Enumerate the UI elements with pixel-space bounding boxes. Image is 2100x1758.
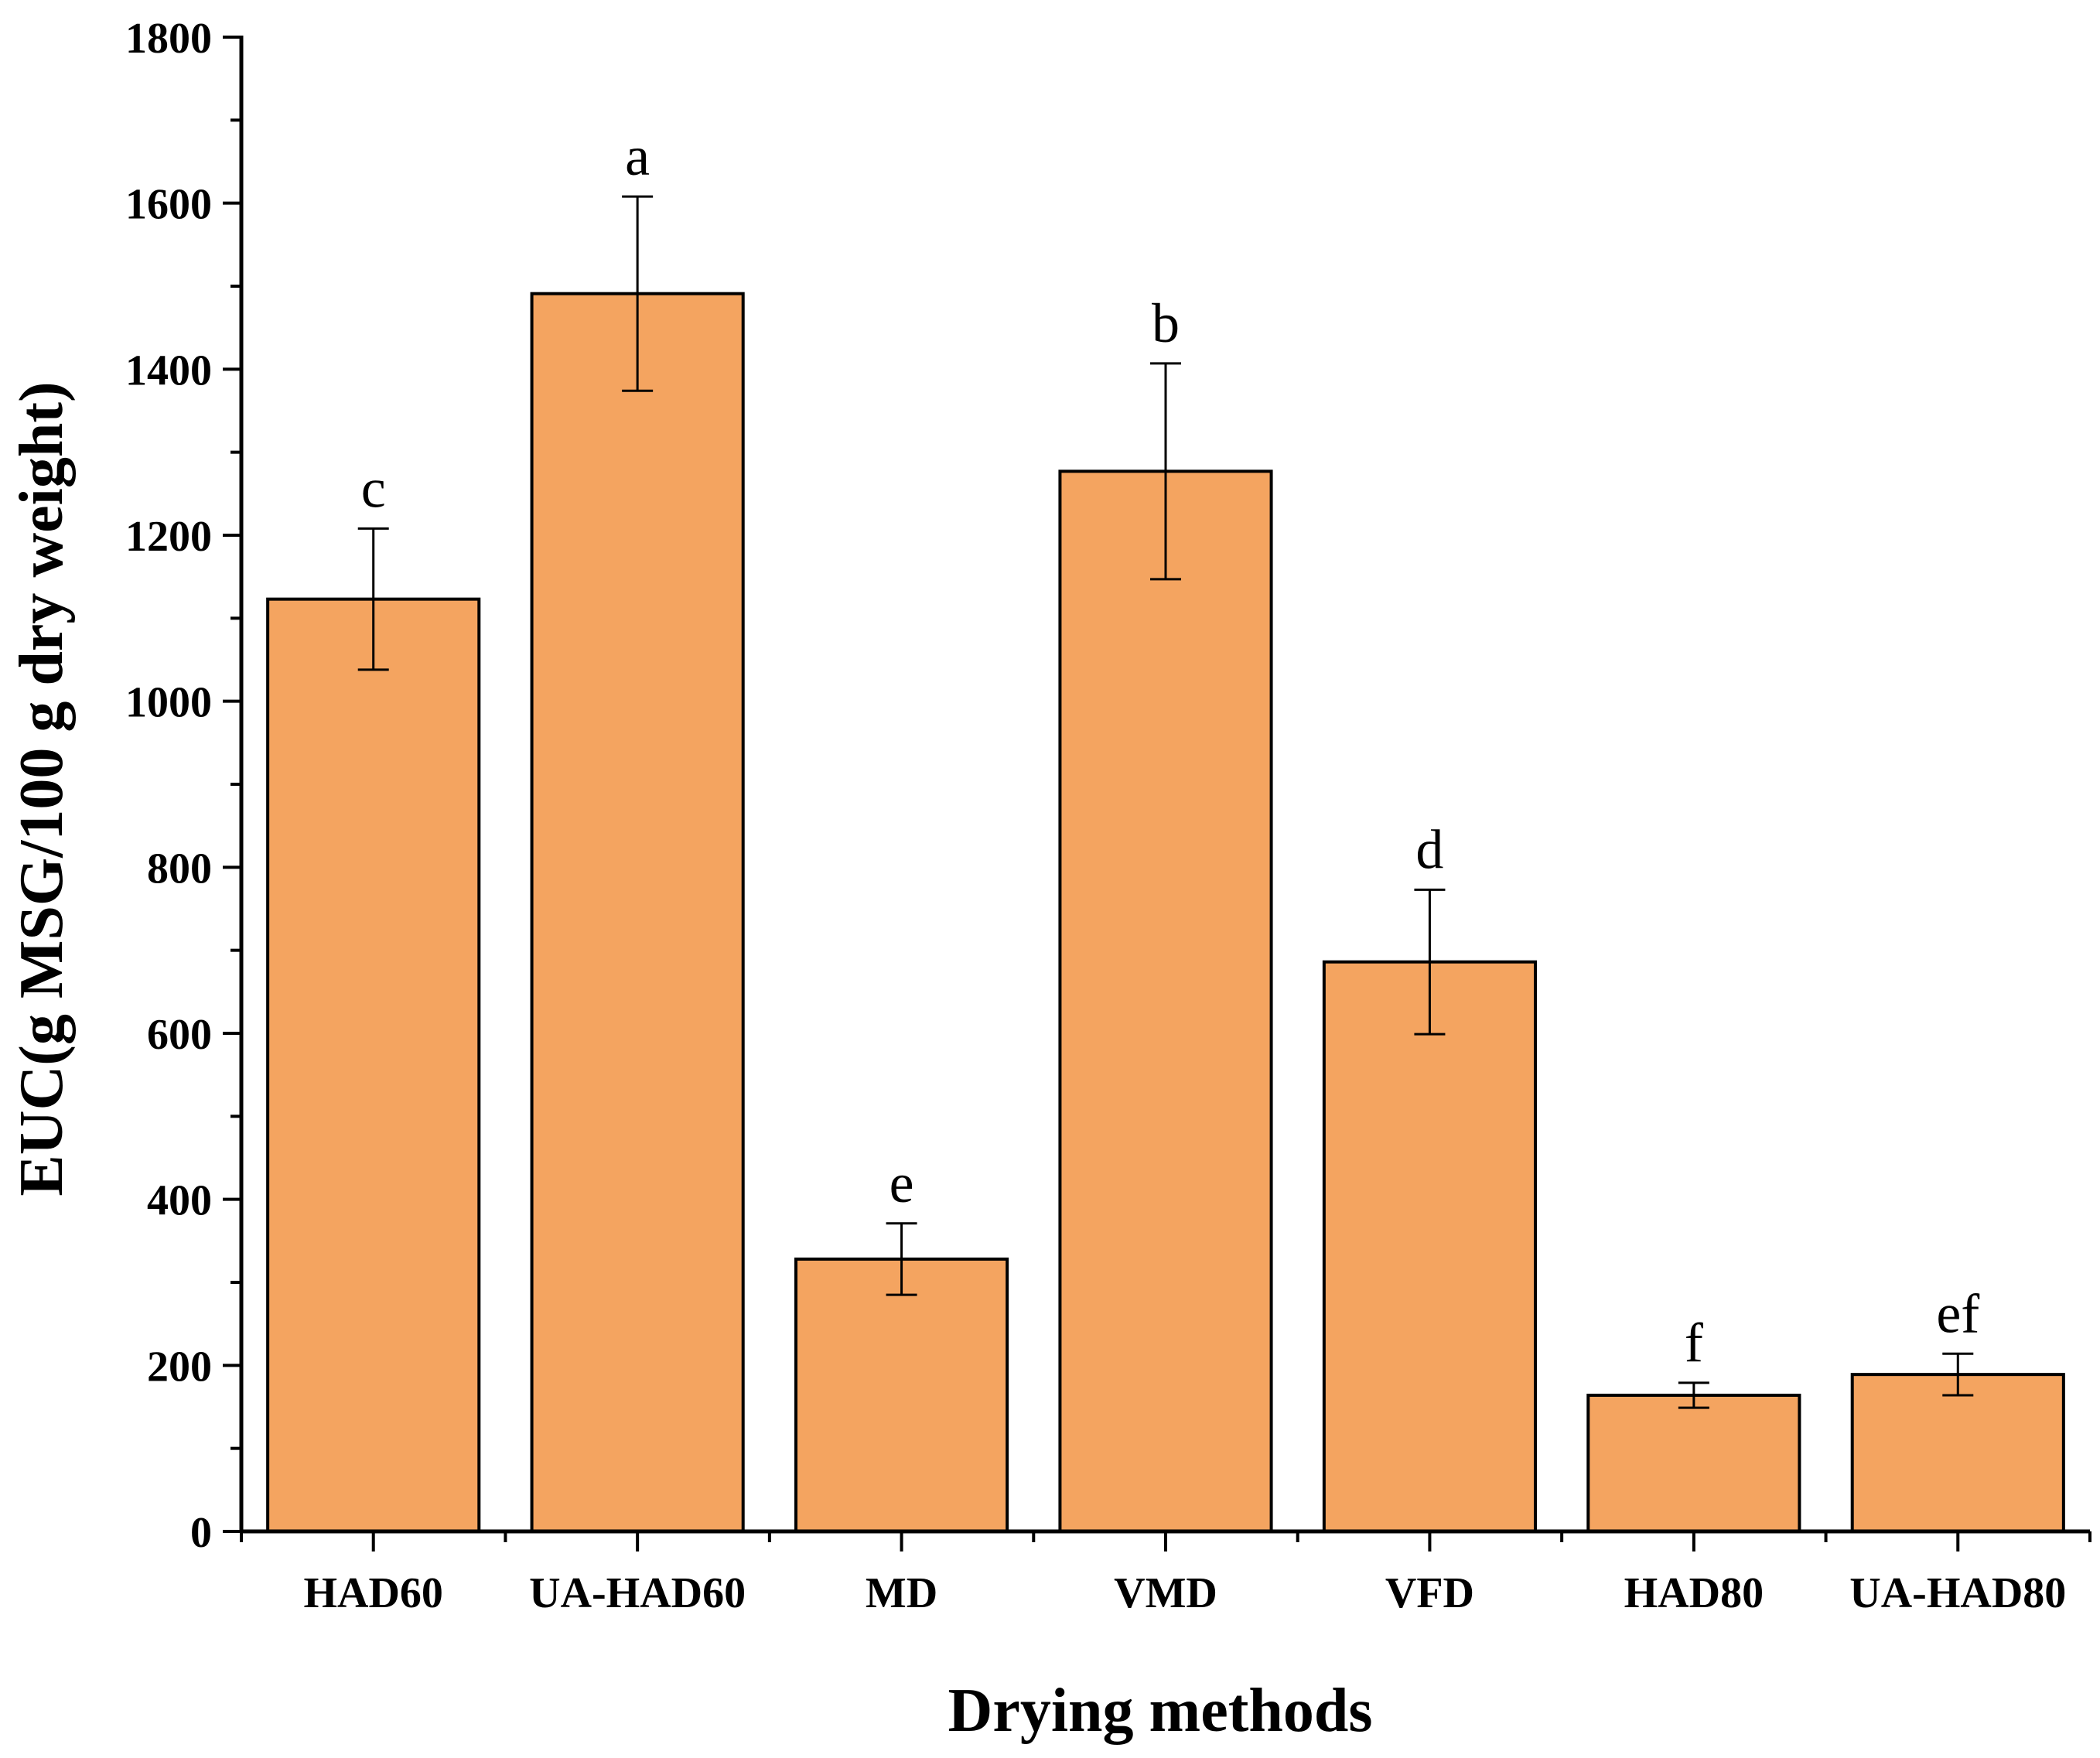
significance-label-ua-had60: a: [625, 125, 650, 187]
bar-ua-had60: [530, 292, 745, 1533]
y-tick-label-600: 600: [147, 1011, 212, 1059]
x-tick-label-ua-had60: UA-HAD60: [529, 1569, 746, 1617]
significance-label-vfd: d: [1415, 818, 1443, 880]
significance-label-had80: f: [1685, 1312, 1703, 1374]
error-bar-vmd: [1150, 362, 1181, 581]
y-tick-label-0: 0: [190, 1509, 212, 1557]
x-axis-title: Drying methods: [948, 1677, 1373, 1745]
significance-label-vmd: b: [1152, 292, 1180, 354]
error-bar-had60: [357, 527, 389, 671]
bar-ua-had80: [1850, 1373, 2065, 1534]
y-tick-label-200: 200: [147, 1343, 212, 1391]
y-axis-title: EUC(g MSG/100 g dry weight): [8, 381, 76, 1196]
error-bar-had80: [1678, 1381, 1709, 1409]
bar-md: [794, 1257, 1009, 1533]
bar-vmd: [1058, 469, 1273, 1533]
x-tick-label-vmd: VMD: [1114, 1569, 1217, 1617]
x-tick-label-md: MD: [866, 1569, 937, 1617]
x-tick-label-had60: HAD60: [303, 1569, 442, 1617]
significance-label-md: e: [890, 1152, 914, 1214]
y-tick-label-1000: 1000: [125, 679, 212, 727]
x-tick-label-ua-had80: UA-HAD80: [1849, 1569, 2066, 1617]
x-tick-label-had80: HAD80: [1624, 1569, 1764, 1617]
x-tick-label-vfd: VFD: [1385, 1569, 1474, 1617]
bar-had80: [1586, 1393, 1801, 1534]
y-tick-label-1200: 1200: [125, 513, 212, 561]
y-tick-label-800: 800: [147, 845, 212, 893]
y-tick-label-400: 400: [147, 1177, 212, 1225]
y-tick-label-1800: 1800: [125, 15, 212, 63]
error-bar-ua-had60: [622, 195, 654, 392]
significance-label-had60: c: [361, 457, 386, 519]
bar-had60: [266, 597, 481, 1534]
error-bar-vfd: [1414, 888, 1446, 1036]
significance-label-ua-had80: ef: [1936, 1282, 1979, 1344]
bar-vfd: [1322, 960, 1538, 1533]
error-bar-md: [886, 1222, 917, 1296]
y-tick-label-1600: 1600: [125, 181, 212, 229]
error-bar-ua-had80: [1942, 1352, 1974, 1397]
y-tick-label-1400: 1400: [125, 346, 212, 394]
